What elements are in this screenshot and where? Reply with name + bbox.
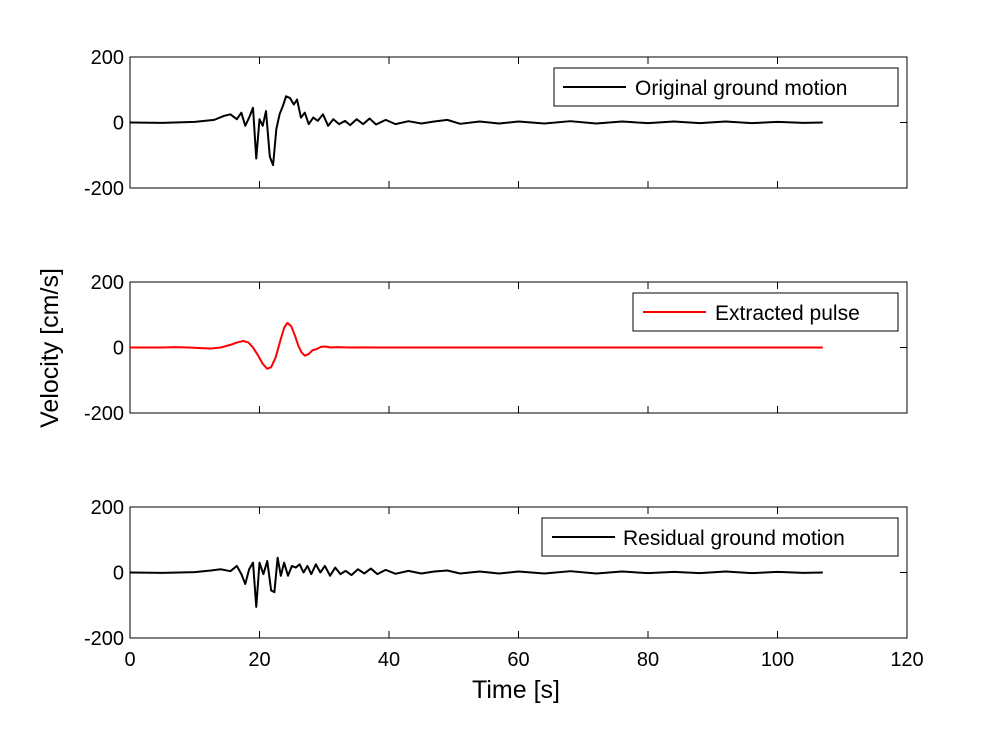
y-tick-label: -200 — [84, 403, 124, 425]
legend-label: Residual ground motion — [623, 527, 845, 550]
y-tick-label: 0 — [113, 338, 124, 360]
legend: Residual ground motion — [541, 517, 899, 557]
y-tick-label: 200 — [91, 47, 124, 69]
legend: Extracted pulse — [632, 292, 899, 332]
y-tick-label: 0 — [113, 563, 124, 585]
series-lines — [130, 321, 823, 370]
legend: Original ground motion — [553, 67, 899, 107]
axis-ticks: 200 0 -200 — [84, 272, 908, 425]
legend-label: Extracted pulse — [715, 302, 860, 325]
x-tick-label: 40 — [378, 649, 400, 671]
y-axis-title: Velocity [cm/s] — [36, 268, 64, 428]
x-tick-label: 80 — [637, 649, 659, 671]
series-lines — [129, 95, 823, 167]
x-axis-title: Time [s] — [472, 676, 560, 704]
legend-label: Original ground motion — [635, 77, 847, 100]
panel-original-ground-motion: 200 0 -200 Original ground motion — [84, 47, 908, 200]
y-tick-label: 200 — [91, 272, 124, 294]
y-tick-label: 200 — [91, 497, 124, 519]
y-tick-label: -200 — [84, 628, 124, 650]
x-tick-label: 100 — [761, 649, 794, 671]
series-line — [129, 556, 823, 608]
panel-extracted-pulse: 200 0 -200 Extracted pulse — [84, 272, 908, 425]
x-tick-label: 60 — [507, 649, 529, 671]
x-tick-label: 120 — [890, 649, 923, 671]
series-lines — [129, 556, 823, 608]
y-tick-label: 0 — [113, 113, 124, 135]
series-line — [129, 95, 823, 167]
x-tick-label: 0 — [124, 649, 135, 671]
x-tick-label: 20 — [248, 649, 270, 671]
series-line — [130, 321, 823, 370]
y-tick-label: -200 — [84, 178, 124, 200]
axis-ticks: 200 0 -200 — [84, 47, 908, 200]
